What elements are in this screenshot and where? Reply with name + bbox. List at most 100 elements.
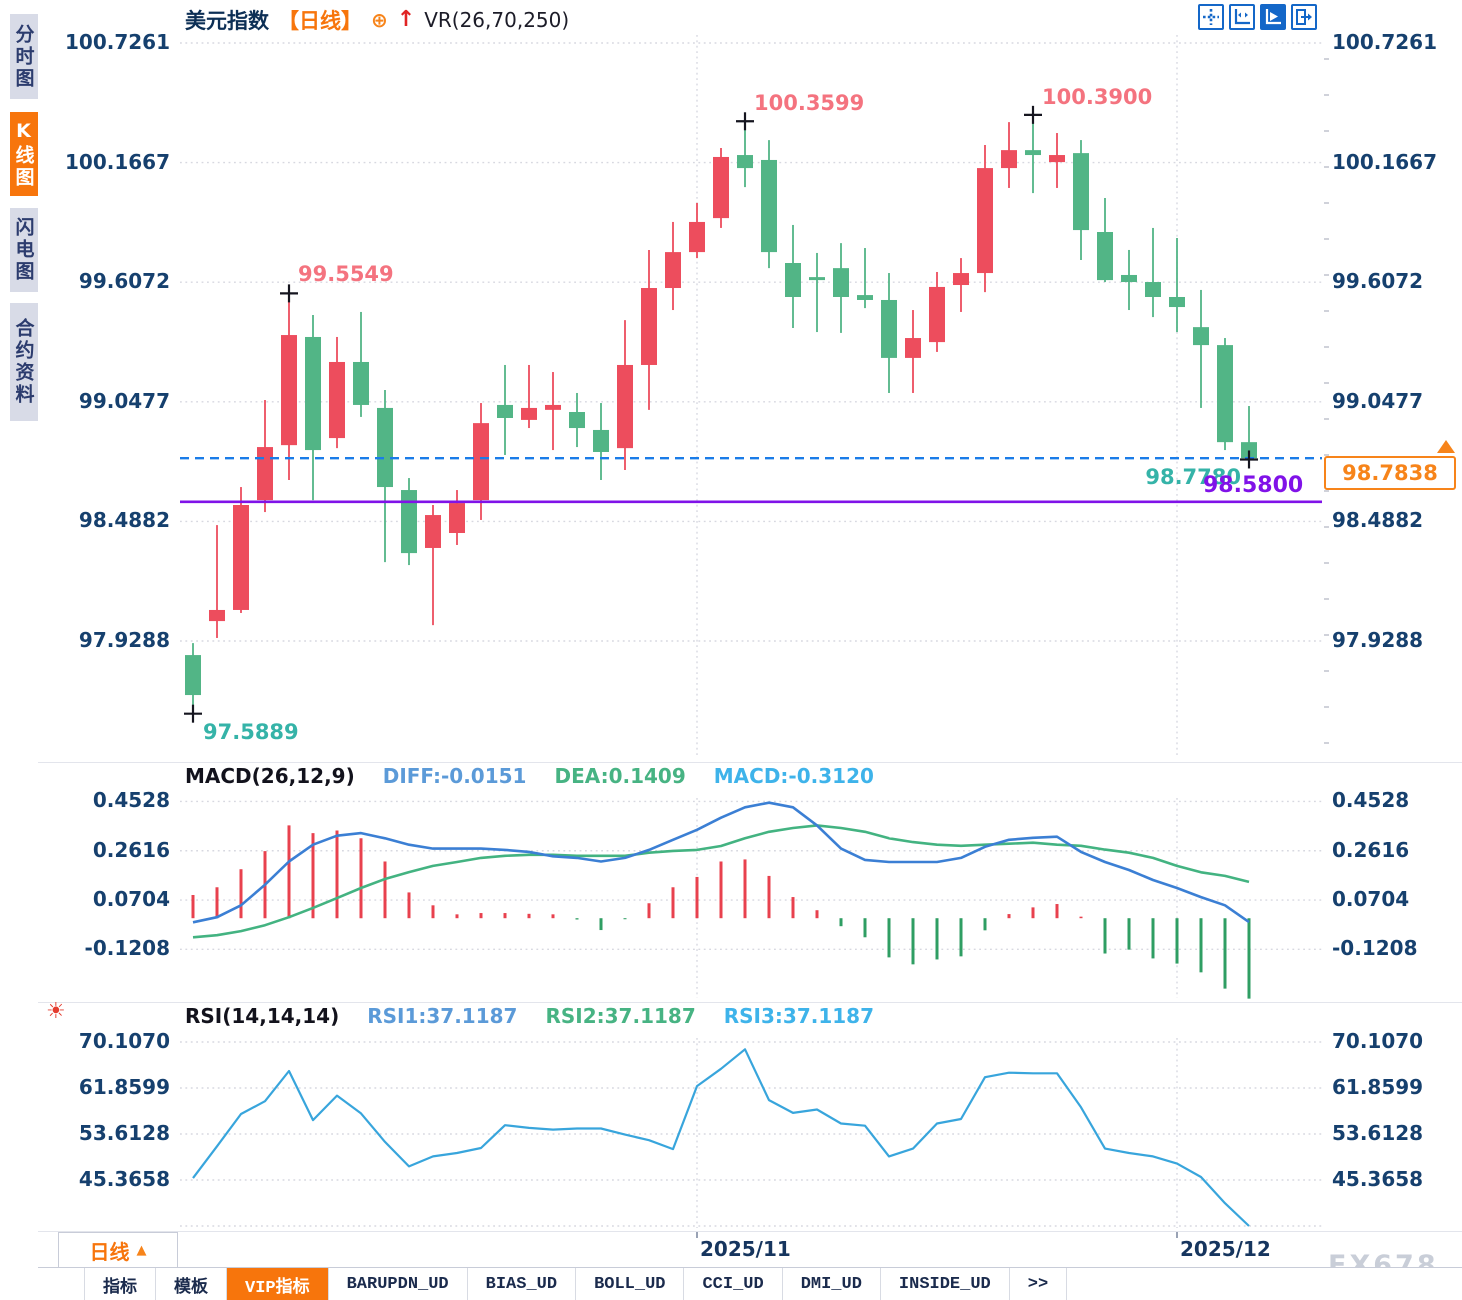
macd-diff-value: DIFF:-0.0151 <box>382 764 527 788</box>
axis-play-tool-button[interactable] <box>1260 4 1286 30</box>
sidebar-tab-1[interactable]: 分时图 <box>10 14 38 99</box>
candle-body <box>329 361 345 439</box>
bottom-tab-4[interactable]: BARUPDN_UD <box>329 1268 468 1300</box>
axis-minor-tick <box>1324 742 1329 744</box>
axis-minor-tick <box>1324 670 1329 672</box>
candle-body <box>1097 232 1113 281</box>
price-marker-arrow <box>1437 440 1455 453</box>
candle-body <box>665 252 681 289</box>
candle-body <box>1217 345 1233 443</box>
period-selector[interactable]: 日线 ▲ <box>58 1232 178 1268</box>
export-tool-button[interactable] <box>1291 4 1317 30</box>
rsi1-value: RSI1:37.1187 <box>367 1004 518 1028</box>
candle-body <box>1025 150 1041 156</box>
bottom-tab-1[interactable]: 指标 <box>85 1268 156 1300</box>
axis-minor-tick <box>1324 562 1329 564</box>
sidebar-tab-3[interactable]: 闪电图 <box>10 208 38 292</box>
candle-body <box>881 299 897 358</box>
axis-minor-tick <box>1324 166 1329 168</box>
axis-minor-tick <box>1324 598 1329 600</box>
bottom-tab-3[interactable]: VIP指标 <box>227 1268 329 1300</box>
axis-minor-tick <box>1324 382 1329 384</box>
candle-body <box>1169 296 1185 308</box>
axis-minor-tick <box>1324 454 1329 456</box>
candle-body <box>761 159 777 253</box>
candle-body <box>617 364 633 449</box>
sidebar-tab-4[interactable]: 合约资料 <box>10 303 38 421</box>
axis-minor-tick <box>1324 58 1329 60</box>
candle-body <box>569 412 585 429</box>
candle-body <box>809 277 825 281</box>
bottom-tab-8[interactable]: DMI_UD <box>783 1268 881 1300</box>
sun-icon[interactable]: ☀ <box>46 999 66 1024</box>
candle-body <box>953 273 969 286</box>
macd-macd-value: MACD:-0.3120 <box>713 764 874 788</box>
panel-divider <box>38 762 1462 763</box>
candle-body <box>497 404 513 418</box>
axis-scale-icon <box>1234 9 1250 25</box>
candle-body <box>353 361 369 405</box>
candle-body <box>641 288 657 365</box>
bottom-tab-5[interactable]: BIAS_UD <box>468 1268 577 1300</box>
candle-body <box>521 407 537 420</box>
period-label[interactable]: 【日线】 <box>278 9 362 33</box>
axis-minor-tick <box>1324 634 1329 636</box>
axis-minor-tick <box>1324 274 1329 276</box>
axis-minor-tick <box>1324 490 1329 492</box>
candle-body <box>1241 442 1257 459</box>
axis-minor-tick <box>1324 706 1329 708</box>
move-tool-button[interactable] <box>1198 4 1224 30</box>
candle-body <box>977 168 993 274</box>
candle-body <box>401 490 417 554</box>
candle-body <box>1145 282 1161 297</box>
candle-body <box>449 503 465 534</box>
chart-toolbar <box>1198 4 1317 30</box>
candle-body <box>1073 153 1089 231</box>
candle-body <box>425 515 441 548</box>
x-axis-tick <box>696 1231 698 1238</box>
candle-body <box>1001 150 1017 169</box>
candle-body <box>377 407 393 488</box>
axis-scale-tool-button[interactable] <box>1229 4 1255 30</box>
bottom-tab-6[interactable]: BOLL_UD <box>576 1268 685 1300</box>
candle-body <box>929 286 945 343</box>
candle-body <box>257 447 273 501</box>
macd-title: MACD(26,12,9) <box>185 764 355 788</box>
candle-body <box>785 263 801 297</box>
rsi3-value: RSI3:37.1187 <box>723 1004 875 1028</box>
macd-dea-value: DEA:0.1409 <box>554 764 686 788</box>
bottom-tab-7[interactable]: CCI_UD <box>684 1268 783 1300</box>
panel-divider <box>38 1002 1462 1003</box>
bottom-tab-9[interactable]: INSIDE_UD <box>881 1268 1010 1300</box>
axis-minor-tick <box>1324 94 1329 96</box>
candle-body <box>545 404 561 410</box>
current-price-value: 98.7838 <box>1342 461 1438 485</box>
candle-body <box>593 429 609 452</box>
indicator-tab-bar: 指标 模板 VIP指标 BARUPDN_UD BIAS_UD BOLL_UD CCI_UD D… <box>38 1267 1462 1300</box>
move-icon <box>1203 9 1219 25</box>
chart-header: 美元指数 【日线】 ⊕ ↑ VR(26,70,250) <box>185 5 569 35</box>
rsi2-value: RSI2:37.1187 <box>545 1004 696 1028</box>
period-selector-label: 日线 <box>89 1239 130 1264</box>
axis-minor-tick <box>1324 310 1329 312</box>
candle-body <box>857 295 873 300</box>
axis-minor-tick <box>1324 526 1329 528</box>
bottom-tab-2[interactable]: 模板 <box>156 1268 227 1300</box>
sidebar-tab-2[interactable]: K线图 <box>10 112 38 196</box>
add-indicator-icon[interactable]: ⊕ <box>371 8 388 32</box>
candle-body <box>1121 274 1137 283</box>
candle-body <box>905 338 921 358</box>
export-icon <box>1296 9 1312 25</box>
candle-body <box>1193 327 1209 346</box>
panel-divider <box>38 1231 1462 1232</box>
up-arrow-icon: ↑ <box>396 7 416 32</box>
current-price-tag: 98.7838 <box>1324 456 1456 490</box>
caret-up-icon: ▲ <box>136 1242 147 1258</box>
sidebar: 分时图 K线图闪电图合约资料 <box>10 12 38 430</box>
tab-bar-spacer <box>38 1268 85 1300</box>
candle-body <box>713 156 729 219</box>
candle-body <box>209 609 225 622</box>
bottom-tab-10[interactable]: >> <box>1010 1268 1068 1300</box>
